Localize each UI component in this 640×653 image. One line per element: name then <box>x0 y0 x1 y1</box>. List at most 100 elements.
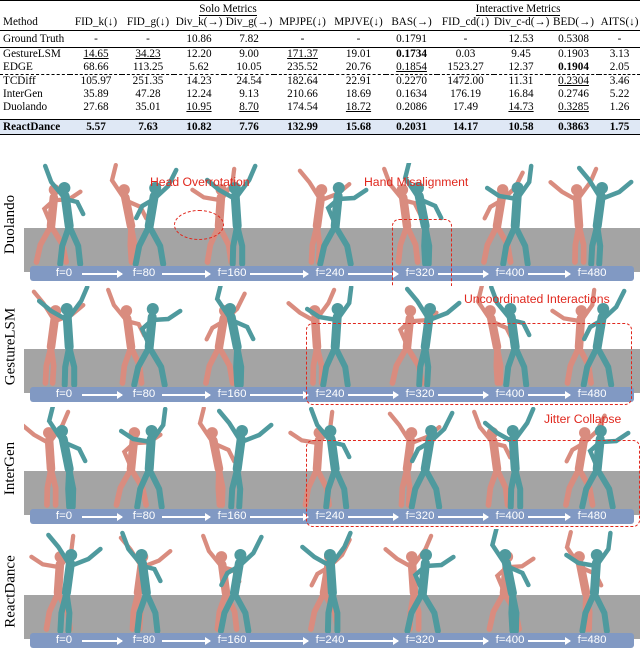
col-header: BAS(→) <box>386 16 438 31</box>
timeline-arrow <box>438 513 489 520</box>
table-cell: 5.62 <box>189 60 209 73</box>
render-scene: f=0 f=80 f=160 f=240 f=320 f=400 f=480 Uncoordi… <box>24 286 640 407</box>
table-cell: 7.76 <box>224 119 274 135</box>
leader-figure <box>576 165 634 267</box>
frame-label: f=0 <box>55 388 73 400</box>
failure-annotation: Uncoordinated Interactions <box>464 292 610 306</box>
leader-figure <box>408 410 455 510</box>
table-cell: 14.73 <box>508 100 534 113</box>
table-cell: 12.53 <box>494 30 549 48</box>
table-cell: 34.23 <box>135 47 161 60</box>
timeline-arrow <box>438 391 489 398</box>
timeline-arrow <box>162 270 211 277</box>
table-cell: 176.19 <box>450 87 481 100</box>
table-cell: 35.89 <box>83 87 109 100</box>
table-row: EDGE 68.66 113.25 5.62 10.05 235.52 20.76 0.185… <box>0 61 640 75</box>
row-label-text: Duolando <box>2 194 19 255</box>
leader-figure <box>404 549 456 634</box>
table-cell: 19.01 <box>345 47 372 60</box>
frame-label: f=240 <box>315 267 345 279</box>
table-row: GestureLSM 14.65 34.23 12.20 9.00 171.37 19.01… <box>0 47 640 61</box>
timeline-arrow <box>82 513 123 520</box>
header-row: Method FID_k(↓) FID_g(↓) Div_k(→) Div_g(… <box>0 16 640 31</box>
dancer-renders <box>33 163 634 267</box>
timeline-arrow <box>250 391 309 398</box>
render-scene: f=0 f=80 f=160 f=240 f=320 f=400 f=480 Head Ove… <box>24 163 640 286</box>
leader-figure <box>300 530 353 634</box>
col-header: FID_g(↓) <box>122 16 174 31</box>
table-cell: 35.01 <box>135 100 161 113</box>
method-panel-gesturelsm: GestureLSM f=0 f=80 f=160 f=240 f=320 f=400 f=4… <box>0 286 640 407</box>
col-header: MPJPE(↓) <box>274 16 331 31</box>
render-scene: f=0 f=80 f=160 f=240 f=320 f=400 f=480 <box>24 529 640 653</box>
timeline-arrow <box>250 513 309 520</box>
highlight-ellipse <box>174 210 224 240</box>
leader-figure <box>42 163 86 267</box>
leader-figure <box>36 286 90 388</box>
table-cell: 235.52 <box>287 60 318 73</box>
frame-timeline: f=0 f=80 f=160 f=240 f=320 f=400 f=480 <box>30 387 634 402</box>
failure-annotation: Jitter Collapse <box>544 412 622 426</box>
frame-timeline: f=0 f=80 f=160 f=240 f=320 f=400 f=480 <box>30 266 634 281</box>
frame-label: f=0 <box>55 267 73 279</box>
timeline-arrow <box>438 270 489 277</box>
highlight-box <box>392 219 452 286</box>
table-cell: 0.3863 <box>548 119 600 135</box>
table-cell: 0.2031 <box>386 119 438 135</box>
table-cell: 105.97 <box>70 73 122 88</box>
frame-label: f=160 <box>217 388 247 400</box>
table-row: InterGen 35.89 47.28 12.24 9.13 210.66 18.69 0.… <box>0 88 640 101</box>
table-cell: 5.22 <box>609 87 630 100</box>
table-cell: 7.63 <box>122 119 174 135</box>
table-row: ReactDance 5.57 7.63 10.82 7.76 132.99 15.68 0.… <box>0 119 640 135</box>
row-label-text: InterGen <box>2 441 19 495</box>
table-cell: 3.13 <box>609 47 630 60</box>
table-cell: 182.64 <box>274 73 331 88</box>
follower-figure <box>109 163 149 265</box>
row-label-text: ReactDance <box>2 554 19 628</box>
table-cell: 3.46 <box>599 73 640 88</box>
table-row: Ground Truth - -10.86 7.82- -0.1791-12.53 0.5… <box>0 30 640 48</box>
timeline-arrow <box>348 637 399 644</box>
col-header: Div_g(→) <box>224 16 274 31</box>
col-header: AITS(↓) <box>599 16 640 31</box>
method-panel-reactdance: ReactDance f=0 f=80 f=160 f=240 f=320 f=400 f=4… <box>0 529 640 653</box>
frame-label: f=320 <box>405 634 435 646</box>
leader-figure <box>484 163 534 267</box>
timeline-arrow <box>528 391 571 398</box>
table-cell: 0.1903 <box>558 47 589 60</box>
dancer-renders <box>31 286 627 388</box>
leader-figure <box>118 407 168 510</box>
frame-label: f=480 <box>577 267 607 279</box>
table-cell: 10.05 <box>236 60 262 73</box>
frame-label: f=480 <box>577 634 607 646</box>
leader-figure <box>488 286 532 388</box>
frame-label: f=320 <box>405 388 435 400</box>
timeline-arrow <box>528 513 571 520</box>
frame-label: f=240 <box>315 388 345 400</box>
leader-figure <box>308 407 352 510</box>
frame-label: f=80 <box>132 634 156 646</box>
timeline-arrow <box>250 270 309 277</box>
table-cell: - <box>122 30 174 48</box>
dancer-renders <box>29 529 613 634</box>
table-cell: - <box>437 30 495 48</box>
table-cell: 10.95 <box>186 100 212 113</box>
method-name: TCDiff <box>0 73 70 88</box>
leader-figure <box>564 530 613 634</box>
frame-label: f=80 <box>132 267 156 279</box>
table-cell: 24.54 <box>224 73 274 88</box>
frame-label: f=0 <box>55 634 73 646</box>
table-cell: 12.37 <box>508 60 534 73</box>
table-cell: 27.68 <box>83 100 109 113</box>
frame-timeline: f=0 f=80 f=160 f=240 f=320 f=400 f=480 <box>30 509 634 524</box>
row-label: Duolando <box>0 163 22 286</box>
method-name: InterGen <box>3 87 43 100</box>
col-header: BED(→) <box>548 16 600 31</box>
method-name: Ground Truth <box>0 30 70 48</box>
table-cell: 18.72 <box>345 100 372 113</box>
timeline-arrow <box>162 391 211 398</box>
leader-figure <box>46 532 103 634</box>
results-table: Solo Metrics Interactive Metrics Method … <box>0 0 640 158</box>
row-label: ReactDance <box>0 529 22 653</box>
